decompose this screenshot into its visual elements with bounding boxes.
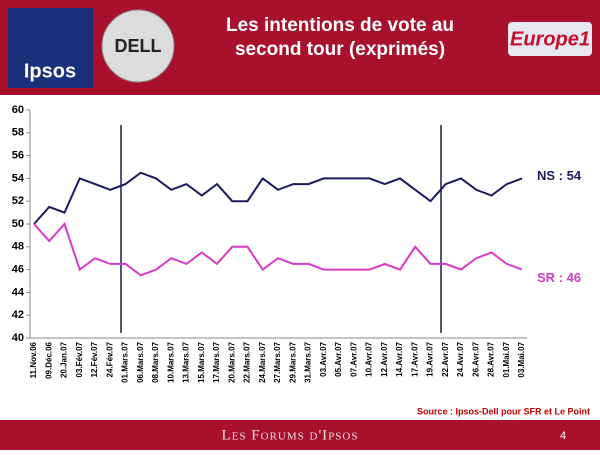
x-tick-label: 03.Mai.07 [517, 341, 526, 377]
x-tick-label: 22.Avr.07 [441, 341, 450, 376]
x-tick-label: 13.Mars.07 [182, 341, 191, 382]
x-tick-label: 09.Déc.06 [44, 341, 53, 378]
series-line [33, 222, 523, 277]
x-tick-label: 17.Mars.07 [212, 341, 221, 382]
source: Source : Ipsos-Dell pour SFR et Le Point [417, 406, 590, 416]
x-tick-label: 31.Mars.07 [304, 341, 313, 382]
x-tick-label: 12.Avr.07 [380, 341, 389, 376]
series-line [33, 171, 523, 225]
x-tick-label: 03.Fév.07 [75, 341, 84, 377]
y-tick-label: 40 [12, 332, 24, 344]
x-tick-label: 10.Mars.07 [166, 341, 175, 382]
footer-band [0, 420, 600, 450]
ipsos-logo-text: Ipsos [24, 60, 76, 82]
y-tick-label: 54 [12, 172, 25, 184]
y-tick-label: 58 [12, 127, 24, 139]
x-tick-label: 06.Mars.07 [136, 341, 145, 382]
page-number: 4 [560, 430, 566, 442]
y-tick-label: 56 [12, 150, 24, 162]
x-tick-label: 19.Avr.07 [426, 341, 435, 376]
x-tick-label: 12.Fév.07 [90, 341, 99, 377]
plot: 40 42 44 46 48 50 52 54 56 58 60 11.Nov.06 09.Déc.06… [12, 104, 582, 383]
x-tick-label: 03.Avr.07 [319, 341, 328, 376]
dell-logo [101, 9, 175, 83]
x-tick-label: 20.Jan.07 [60, 341, 69, 378]
x-tick-label: 27.Mars.07 [273, 341, 282, 382]
footer-text: Les Forums d'Ipsos [222, 427, 359, 443]
y-tick-label: 44 [12, 286, 25, 298]
header-band [0, 0, 600, 95]
y-tick-label: 50 [12, 218, 24, 230]
y-tick-label: 42 [12, 309, 24, 321]
x-tick-label: 11.Nov.06 [29, 341, 38, 378]
x-tick-label: 20.Mars.07 [227, 341, 236, 382]
europe1-logo [508, 22, 592, 56]
x-tick-label: 22.Mars.07 [243, 341, 252, 382]
chart-title: Les intentions de vote au second tour (e… [225, 15, 455, 60]
y-tick-label: 46 [12, 264, 24, 276]
x-tick-label: 05.Avr.07 [334, 341, 343, 376]
y-tick-label: 52 [12, 195, 24, 207]
y-tick-label: 60 [12, 104, 24, 116]
x-tick-label: 24.Mars.07 [258, 341, 267, 382]
x-tick-label: 29.Mars.07 [288, 341, 297, 382]
title-box: Les intentions de vote au second tour (e… [225, 15, 455, 60]
x-tick-label: 15.Mars.07 [197, 341, 206, 382]
x-tick-label: 24.Avr.07 [456, 341, 465, 376]
series-label: NS : 54 [537, 168, 582, 183]
x-tick-label: 17.Avr.07 [410, 341, 419, 376]
dell-logo-text: DELL [115, 36, 162, 56]
x-tick-label: 01.Mars.07 [121, 341, 130, 382]
x-tick-label: 24.Fév.07 [105, 341, 114, 377]
x-tick-label: 10.Avr.07 [365, 341, 374, 376]
y-tick-label: 48 [12, 241, 24, 253]
x-tick-label: 28.Avr.07 [487, 341, 496, 376]
series-label: SR : 46 [537, 270, 581, 285]
x-tick-label: 01.Mai.07 [502, 341, 511, 377]
x-tick-label: 07.Avr.07 [349, 341, 358, 376]
ipsos-logo [8, 8, 93, 88]
x-tick-label: 26.Avr.07 [471, 341, 480, 376]
europe1-logo-text: Europe1 [510, 28, 590, 50]
x-tick-label: 14.Avr.07 [395, 341, 404, 376]
x-tick-label: 08.Mars.07 [151, 341, 160, 382]
